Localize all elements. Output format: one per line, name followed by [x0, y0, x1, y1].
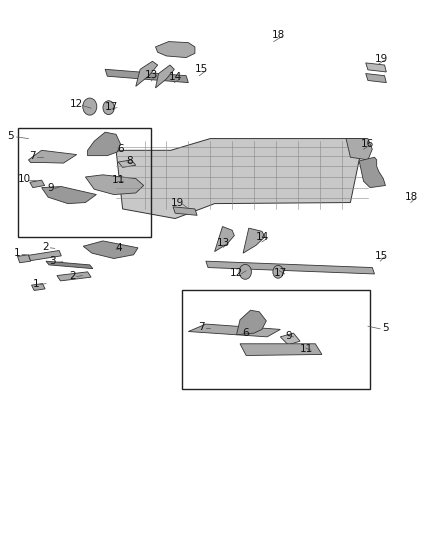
Polygon shape [240, 344, 322, 356]
Polygon shape [188, 324, 280, 337]
Text: 15: 15 [195, 64, 208, 74]
Polygon shape [28, 251, 61, 261]
Text: 7: 7 [29, 151, 36, 160]
Polygon shape [116, 139, 368, 219]
Polygon shape [237, 310, 266, 335]
Polygon shape [30, 180, 45, 188]
Text: 8: 8 [126, 157, 133, 166]
Text: 10: 10 [18, 174, 31, 183]
Text: 16: 16 [361, 139, 374, 149]
Polygon shape [206, 261, 374, 274]
Text: 6: 6 [117, 144, 124, 154]
Polygon shape [155, 42, 195, 58]
Polygon shape [173, 207, 197, 215]
Circle shape [103, 101, 114, 115]
Text: 5: 5 [382, 323, 389, 333]
Text: 5: 5 [7, 131, 14, 141]
Text: 19: 19 [374, 54, 388, 63]
Polygon shape [215, 227, 234, 252]
Text: 9: 9 [286, 331, 293, 341]
Polygon shape [366, 63, 386, 72]
Bar [182, 290, 370, 389]
Text: 3: 3 [49, 256, 56, 266]
Circle shape [239, 264, 251, 279]
Text: 15: 15 [374, 251, 388, 261]
Text: 13: 13 [145, 70, 158, 79]
Polygon shape [243, 228, 265, 253]
Polygon shape [32, 284, 45, 290]
Polygon shape [280, 333, 300, 345]
Text: 2: 2 [42, 242, 49, 252]
Text: 13: 13 [217, 238, 230, 247]
Text: 9: 9 [47, 183, 54, 192]
Text: 18: 18 [405, 192, 418, 202]
Text: 14: 14 [169, 72, 182, 82]
Polygon shape [88, 132, 120, 156]
Text: 1: 1 [14, 248, 21, 258]
Circle shape [83, 98, 97, 115]
Text: 12: 12 [70, 99, 83, 109]
Polygon shape [105, 69, 188, 83]
Polygon shape [57, 272, 91, 281]
Text: 11: 11 [112, 175, 125, 185]
Text: 12: 12 [230, 268, 243, 278]
Text: 4: 4 [115, 243, 122, 253]
Text: 2: 2 [69, 271, 76, 280]
Text: 1: 1 [32, 279, 39, 288]
Polygon shape [83, 241, 138, 259]
Bar [18, 128, 151, 237]
Polygon shape [18, 255, 31, 263]
Polygon shape [359, 157, 385, 188]
Circle shape [273, 265, 283, 278]
Polygon shape [42, 187, 96, 204]
Polygon shape [28, 150, 77, 163]
Text: 17: 17 [274, 268, 287, 278]
Text: 11: 11 [300, 344, 313, 354]
Polygon shape [155, 65, 174, 88]
Polygon shape [136, 61, 158, 86]
Polygon shape [118, 160, 136, 167]
Polygon shape [85, 175, 144, 195]
Text: 18: 18 [272, 30, 285, 39]
Polygon shape [46, 261, 93, 269]
Polygon shape [346, 139, 372, 160]
Text: 6: 6 [242, 328, 249, 338]
Text: 7: 7 [198, 322, 205, 332]
Polygon shape [366, 74, 386, 83]
Text: 19: 19 [171, 198, 184, 207]
Text: 14: 14 [256, 232, 269, 242]
Text: 17: 17 [105, 102, 118, 111]
